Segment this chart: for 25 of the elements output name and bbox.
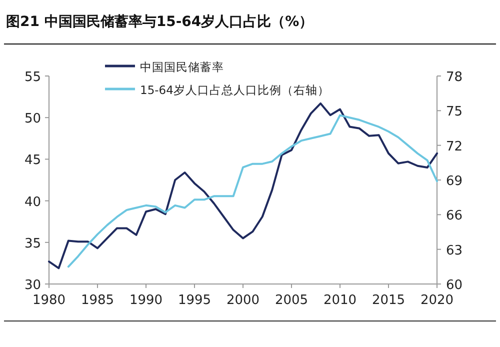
x-tick-label: 1995 [178, 293, 212, 308]
y2-tick-label: 69 [446, 174, 463, 189]
x-tick-label: 2015 [372, 293, 406, 308]
y-tick-label: 45 [24, 153, 41, 168]
y-tick-label: 40 [24, 194, 41, 210]
x-tick-label: 1990 [129, 293, 163, 308]
y2-tick-label: 60 [446, 278, 463, 293]
y2-tick-label: 72 [446, 139, 463, 154]
y2-tick-label: 75 [446, 104, 463, 120]
x-tick-label: 1980 [32, 293, 66, 308]
x-tick-label: 2000 [226, 293, 260, 308]
y2-tick-label: 63 [446, 243, 463, 258]
y-tick-label: 30 [24, 278, 41, 293]
y-tick-label: 55 [24, 70, 41, 85]
y-tick-label: 50 [24, 112, 41, 127]
y2-tick-label: 66 [446, 208, 463, 224]
y2-tick-label: 78 [446, 70, 463, 85]
legend-label: 中国国民储蓄率 [140, 60, 224, 74]
y-tick-label: 35 [24, 236, 41, 252]
chart-title: 图21 中国国民储蓄率与15-64岁人口占比（%） [6, 13, 314, 30]
x-tick-label: 2005 [274, 293, 308, 308]
x-tick-label: 2020 [420, 293, 454, 308]
legend-label: 15-64岁人口占总人口比例（右轴） [140, 83, 330, 97]
x-tick-label: 1985 [80, 293, 114, 308]
x-tick-label: 2010 [323, 293, 357, 308]
